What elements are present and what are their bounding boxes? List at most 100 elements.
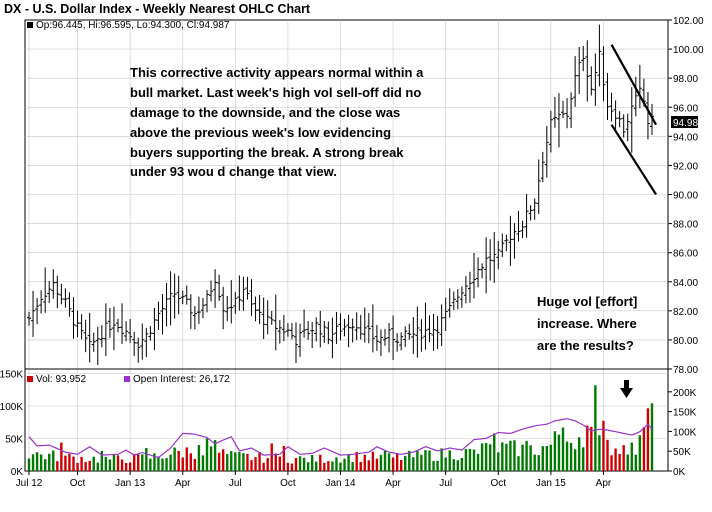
ohlc-bar — [83, 319, 88, 353]
ohlc-bar — [366, 313, 371, 344]
ohlc-bar — [439, 304, 444, 347]
volume-bar — [262, 462, 265, 471]
volume-bar — [456, 460, 460, 471]
ohlc-bar — [298, 323, 303, 357]
ohlc-bar — [358, 314, 363, 340]
vol-annotation-line-1: Huge vol [effort] — [537, 294, 637, 309]
vol-annotation-line-2: increase. Where — [537, 316, 637, 331]
ohlc-bar — [399, 332, 404, 351]
volume-bar — [626, 454, 629, 471]
ohlc-bar — [605, 73, 610, 120]
ohlc-bar — [512, 223, 517, 259]
ohlc-bar — [124, 321, 129, 342]
ohlc-bar — [249, 279, 254, 316]
ohlc-bar — [447, 288, 452, 318]
volume-bar — [128, 462, 132, 471]
volume-bar — [137, 454, 140, 471]
ohlc-bar — [504, 234, 509, 252]
volume-right-tick-label: 50K — [673, 447, 691, 458]
ohlc-bar — [621, 114, 626, 138]
time-tick-label: Jan 14 — [325, 478, 355, 489]
volume-bar — [472, 449, 476, 471]
time-axis: Jul 12 Oct Jan 13 Apr Jul Oct Jan 14 Apr Jul Oct J… — [16, 471, 612, 489]
ohlc-bar — [59, 283, 64, 305]
open-interest-line — [28, 418, 653, 459]
ohlc-bar — [192, 306, 197, 330]
ohlc-bar — [346, 314, 351, 348]
ohlc-bar — [350, 318, 355, 343]
ohlc-bar — [431, 313, 436, 351]
ohlc-bar — [585, 40, 590, 102]
volume-bar — [76, 462, 79, 471]
vol-legend-swatch — [27, 376, 33, 382]
ohlc-bar — [140, 323, 145, 360]
trend-channel — [610, 44, 658, 196]
ohlc-bar — [63, 288, 68, 308]
ohlc-bar — [569, 92, 574, 129]
volume-bar — [460, 457, 464, 471]
ohlc-bar — [629, 87, 634, 153]
volume-bar — [602, 420, 605, 471]
ohlc-bar — [31, 290, 36, 337]
volume-bar — [108, 459, 112, 471]
volume-bar — [561, 427, 565, 471]
ohlc-bar — [168, 271, 173, 326]
volume-bar — [509, 440, 512, 471]
ohlc-bar — [443, 297, 448, 331]
ohlc-bar — [407, 323, 412, 340]
volume-bar — [116, 455, 120, 471]
ohlc-bar — [370, 304, 375, 353]
volume-right-tick-label: 200K — [673, 388, 697, 399]
ohlc-bar — [261, 297, 266, 340]
volume-bar — [246, 453, 249, 471]
ohlc-bar — [87, 312, 92, 363]
volume-bar — [217, 452, 221, 471]
ohlc-bar — [241, 276, 246, 311]
volume-bar — [230, 451, 233, 471]
ohlc-bar — [435, 316, 440, 350]
ohlc-bar — [209, 280, 214, 302]
volume-bar — [43, 459, 47, 471]
ohlc-bar — [67, 292, 72, 317]
ohlc-bar — [188, 294, 193, 329]
ohlc-bar — [107, 307, 112, 338]
ohlc-bar — [617, 111, 622, 128]
annotation-line-1: This corrective activity appears normal … — [130, 65, 424, 80]
ohlc-bar — [281, 314, 286, 342]
volume-bar — [367, 460, 371, 471]
volume-bar — [72, 456, 75, 471]
volume-bar — [80, 456, 83, 471]
volume-bar — [56, 461, 59, 471]
ohlc-bar — [613, 100, 618, 132]
ohlc-bar — [265, 300, 270, 335]
volume-bar — [347, 454, 350, 471]
volume-bar — [586, 425, 589, 471]
volume-bar — [189, 453, 193, 471]
ohlc-bar — [403, 326, 408, 347]
ohlc-bar — [51, 269, 56, 299]
ohlc-bar — [75, 310, 80, 338]
volume-bar — [424, 450, 427, 471]
ohlc-bar — [593, 53, 598, 106]
volume-bar — [505, 443, 508, 471]
volume-right-tick-label: 100K — [673, 427, 697, 438]
volume-series — [27, 385, 654, 471]
volume-bar — [359, 461, 362, 471]
ohlc-bar — [488, 239, 493, 281]
ohlc-series — [27, 24, 654, 366]
volume-bar — [282, 445, 286, 471]
volume-bar — [266, 458, 269, 471]
volume-bar — [614, 448, 617, 471]
price-tick-label: 78.00 — [673, 365, 698, 376]
time-tick-label: Jul — [229, 478, 242, 489]
ohlc-bar — [289, 322, 294, 340]
volume-bar — [618, 453, 621, 471]
ohlc-bar — [116, 318, 120, 333]
volume-bar — [468, 448, 472, 471]
volume-bar — [387, 453, 391, 471]
volume-bar — [363, 454, 366, 471]
ohlc-bar — [294, 322, 298, 364]
volume-bar — [234, 452, 237, 471]
volume-bar — [254, 457, 257, 471]
ohlc-bar — [528, 205, 533, 221]
